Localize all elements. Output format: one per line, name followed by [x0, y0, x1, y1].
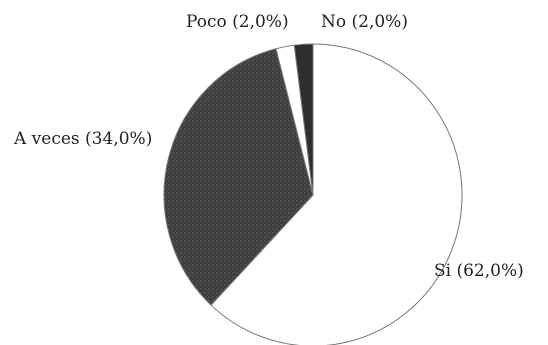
pie-slice-no	[293, 43, 314, 196]
slice-label-no: No (2,0%)	[321, 12, 408, 32]
slice-label-poco: Poco (2,0%)	[186, 12, 289, 32]
pie-slice-si	[210, 43, 463, 345]
slice-label-a-veces: A veces (34,0%)	[13, 129, 152, 149]
pie-slice-a-veces	[163, 48, 314, 306]
pie-slices	[163, 43, 463, 345]
slice-label-si: Si (62,0%)	[434, 261, 524, 281]
